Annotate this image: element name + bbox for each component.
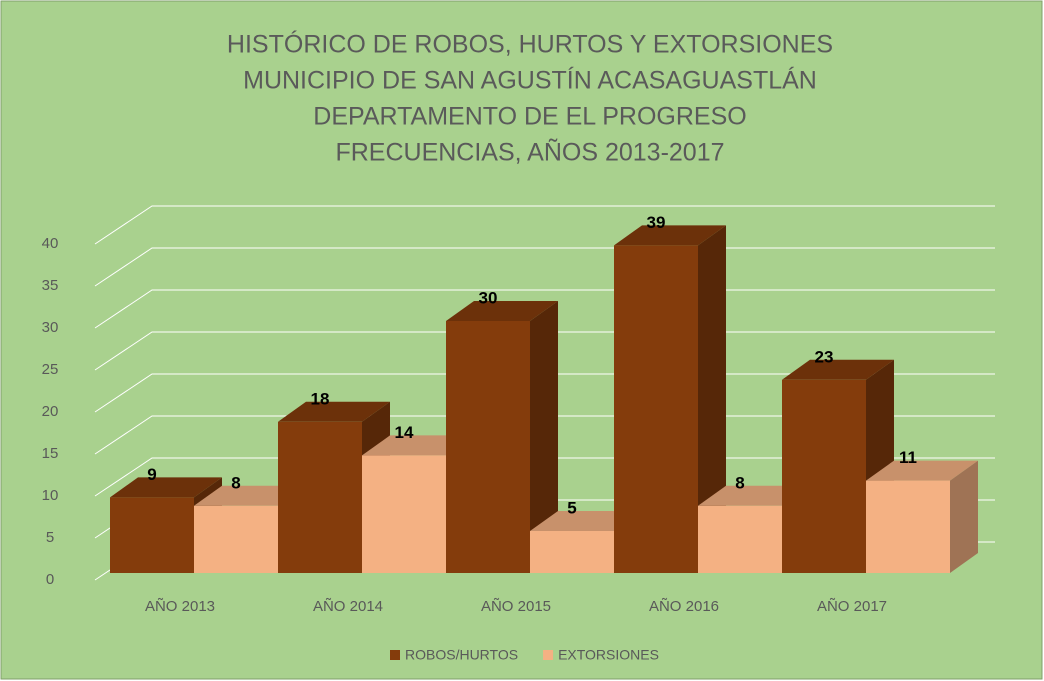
bar-side (950, 460, 978, 573)
x-tick-label: AÑO 2017 (817, 598, 887, 615)
data-label: 14 (395, 423, 414, 442)
data-label: 9 (147, 465, 156, 484)
data-label: 18 (311, 389, 330, 408)
y-tick-label: 15 (42, 445, 59, 462)
data-label: 5 (567, 498, 576, 517)
bar-front (530, 531, 614, 573)
bar-top (278, 401, 390, 422)
bar-front (110, 497, 194, 573)
legend-label: ROBOS/HURTOS (405, 647, 518, 663)
data-label: 23 (815, 347, 834, 366)
bar-side (530, 301, 558, 573)
bar-front (866, 480, 950, 573)
bar-top (866, 460, 978, 481)
legend-swatch (390, 650, 400, 660)
bar-top (110, 477, 222, 498)
y-tick-label: 40 (42, 235, 59, 252)
bar-top (446, 301, 558, 321)
data-label: 8 (735, 473, 744, 492)
chart-title: HISTÓRICO DE ROBOS, HURTOS Y EXTORSIONES (227, 30, 833, 59)
y-tick-label: 10 (42, 487, 59, 504)
bar-front (698, 505, 782, 573)
legend-swatch (543, 650, 554, 660)
bar-front (782, 379, 866, 573)
legend-label: EXTORSIONES (558, 647, 659, 663)
x-tick-label: AÑO 2016 (649, 598, 719, 615)
y-tick-label: 25 (42, 361, 59, 378)
bar (614, 225, 726, 573)
x-tick-label: AÑO 2015 (481, 598, 551, 615)
y-tick-label: 5 (46, 529, 54, 546)
data-label: 30 (479, 288, 498, 307)
data-label: 11 (899, 448, 917, 467)
chart-title: MUNICIPIO DE SAN AGUSTÍN ACASAGUASTLÁN (243, 66, 817, 95)
y-tick-label: 35 (42, 277, 59, 294)
bar (446, 301, 558, 573)
bar-top (782, 359, 894, 380)
x-tick-label: AÑO 2013 (145, 598, 215, 615)
data-label: 39 (647, 213, 666, 232)
x-tick-label: AÑO 2014 (313, 598, 383, 615)
bar-front (614, 245, 698, 573)
bar-front (362, 455, 446, 573)
bar-front (194, 505, 278, 573)
y-tick-label: 30 (42, 319, 59, 336)
chart-title: DEPARTAMENTO DE EL PROGRESO (313, 103, 746, 131)
y-tick-label: 20 (42, 403, 59, 420)
bar-side (698, 225, 726, 573)
y-tick-label: 0 (46, 571, 54, 588)
chart-title: FRECUENCIAS, AÑOS 2013-2017 (335, 138, 724, 167)
bar (866, 460, 978, 573)
grid-line (94, 205, 995, 245)
bar-front (446, 321, 530, 573)
data-label: 8 (231, 473, 240, 492)
bar-top (614, 225, 726, 246)
bar-front (278, 421, 362, 573)
